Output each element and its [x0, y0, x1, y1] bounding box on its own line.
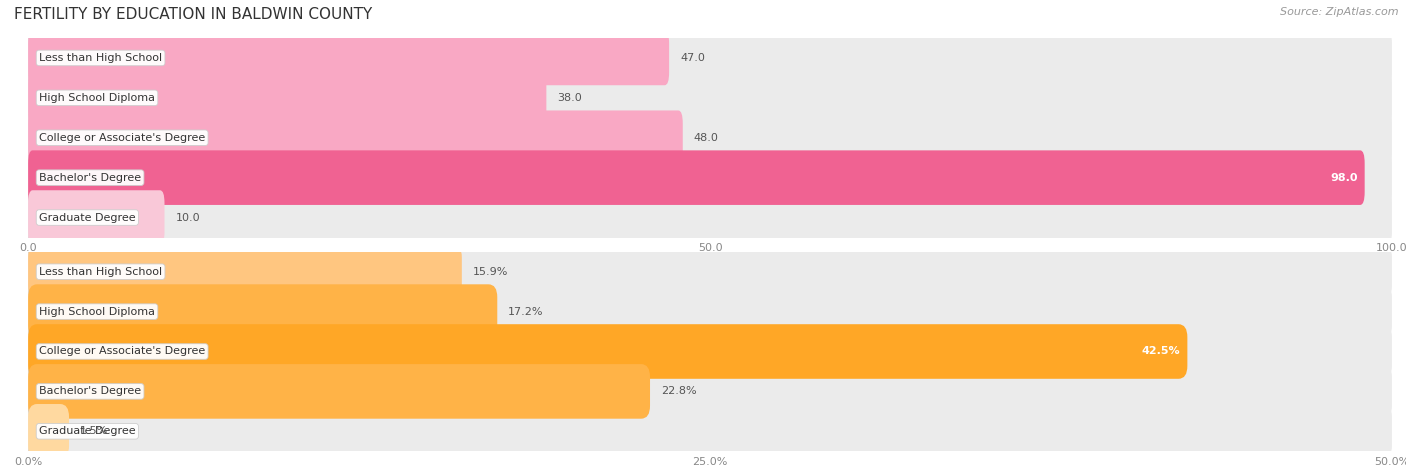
Text: 42.5%: 42.5% [1142, 346, 1181, 357]
FancyBboxPatch shape [28, 404, 69, 458]
FancyBboxPatch shape [28, 190, 165, 245]
Text: Less than High School: Less than High School [39, 266, 162, 277]
FancyBboxPatch shape [28, 151, 1365, 205]
Text: 17.2%: 17.2% [508, 306, 544, 317]
FancyBboxPatch shape [28, 71, 1392, 125]
Text: FERTILITY BY EDUCATION IN BALDWIN COUNTY: FERTILITY BY EDUCATION IN BALDWIN COUNTY [14, 7, 373, 22]
Text: Source: ZipAtlas.com: Source: ZipAtlas.com [1281, 7, 1399, 17]
FancyBboxPatch shape [28, 190, 1392, 245]
Text: High School Diploma: High School Diploma [39, 93, 155, 103]
FancyBboxPatch shape [28, 324, 1187, 379]
FancyBboxPatch shape [28, 285, 1392, 339]
Text: Bachelor's Degree: Bachelor's Degree [39, 172, 141, 183]
Text: 38.0: 38.0 [557, 93, 582, 103]
FancyBboxPatch shape [28, 151, 1392, 205]
Text: 98.0: 98.0 [1330, 172, 1358, 183]
Text: High School Diploma: High School Diploma [39, 306, 155, 317]
Text: Graduate Degree: Graduate Degree [39, 426, 135, 437]
Text: 22.8%: 22.8% [661, 386, 696, 397]
FancyBboxPatch shape [28, 111, 1392, 165]
Text: 10.0: 10.0 [176, 212, 200, 223]
Text: College or Associate's Degree: College or Associate's Degree [39, 346, 205, 357]
Text: 48.0: 48.0 [693, 133, 718, 143]
Text: Less than High School: Less than High School [39, 53, 162, 63]
FancyBboxPatch shape [28, 364, 650, 418]
FancyBboxPatch shape [28, 71, 547, 125]
FancyBboxPatch shape [28, 404, 1392, 458]
Text: College or Associate's Degree: College or Associate's Degree [39, 133, 205, 143]
FancyBboxPatch shape [28, 31, 1392, 85]
FancyBboxPatch shape [28, 285, 498, 339]
FancyBboxPatch shape [28, 31, 669, 85]
FancyBboxPatch shape [28, 324, 1392, 379]
Text: 15.9%: 15.9% [472, 266, 508, 277]
FancyBboxPatch shape [28, 364, 1392, 418]
Text: 1.5%: 1.5% [80, 426, 108, 437]
Text: Bachelor's Degree: Bachelor's Degree [39, 386, 141, 397]
Text: Graduate Degree: Graduate Degree [39, 212, 135, 223]
FancyBboxPatch shape [28, 245, 461, 299]
Text: 47.0: 47.0 [681, 53, 704, 63]
FancyBboxPatch shape [28, 111, 683, 165]
FancyBboxPatch shape [28, 245, 1392, 299]
